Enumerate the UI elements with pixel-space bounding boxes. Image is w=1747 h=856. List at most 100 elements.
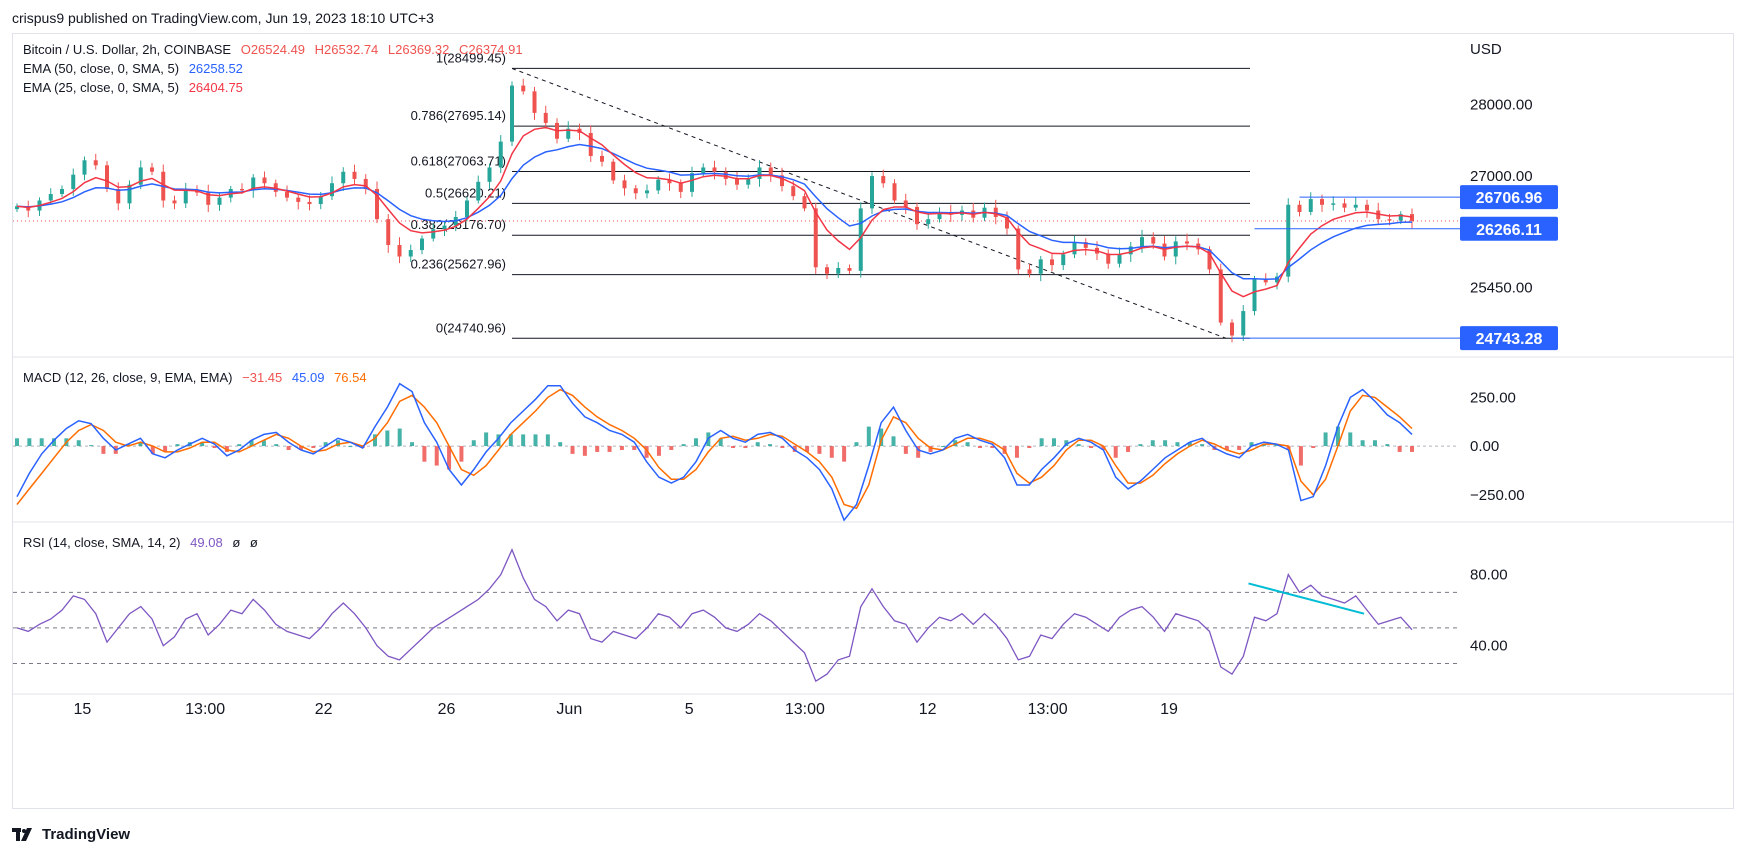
- candle-body: [1308, 199, 1313, 212]
- candle-body: [1241, 311, 1246, 336]
- low-value: L26369.32: [387, 42, 450, 57]
- candle-body: [498, 141, 503, 168]
- macd-signal-value: 76.54: [334, 370, 367, 385]
- macd-histogram-bar: [1249, 442, 1254, 447]
- macd-histogram-bar: [1014, 446, 1019, 458]
- candle-body: [836, 267, 841, 274]
- candle-body: [712, 167, 717, 172]
- macd-histogram-bar: [558, 442, 563, 447]
- macd-axis-tick: 250.00: [1470, 389, 1516, 406]
- macd-histogram-bar: [1187, 442, 1192, 447]
- time-axis-tick: 13:00: [785, 701, 825, 718]
- candle-body: [937, 211, 942, 220]
- candle-body: [1151, 237, 1156, 244]
- macd-histogram-bar: [1311, 446, 1316, 449]
- macd-histogram-bar: [385, 430, 390, 447]
- tradingview-brand: TradingView: [42, 826, 131, 843]
- candle-body: [1263, 279, 1268, 283]
- ema25-value: 26404.75: [188, 80, 243, 95]
- candle-body: [881, 176, 886, 184]
- macd-histogram-bar: [496, 434, 501, 447]
- candle-body: [150, 167, 154, 172]
- macd-histogram-bar: [607, 446, 612, 452]
- ema25-line: [16, 126, 1413, 298]
- candle-body: [1410, 214, 1414, 221]
- macd-histogram-bar: [1163, 440, 1168, 447]
- candle-body: [1286, 204, 1291, 277]
- macd-histogram-bar: [693, 438, 698, 447]
- chart-canvas[interactable]: USD 28000.00 27000.00 25450.00 1(28499.45) 0.…: [13, 34, 1734, 809]
- macd-histogram-bar: [1410, 446, 1414, 452]
- macd-histogram-bar: [212, 446, 217, 449]
- macd-histogram-bar: [916, 446, 921, 458]
- macd-histogram-bar: [854, 442, 859, 447]
- macd-histogram-bar: [582, 446, 587, 456]
- candle-body: [1106, 253, 1111, 264]
- macd-histogram-bar: [298, 446, 303, 450]
- macd-histogram-bar: [570, 446, 575, 454]
- chart-frame[interactable]: USD 28000.00 27000.00 25450.00 1(28499.45) 0.…: [12, 33, 1734, 809]
- candle-body: [802, 196, 807, 209]
- candle-body: [903, 200, 908, 207]
- macd-histogram-bar: [817, 446, 822, 454]
- candle-body: [791, 186, 796, 197]
- time-axis-tick: 26: [438, 701, 456, 718]
- candle-body: [1398, 214, 1403, 221]
- symbol-label: Bitcoin / U.S. Dollar, 2h, COINBASE: [23, 42, 232, 57]
- candle-body: [240, 188, 244, 191]
- macd-histogram-bar: [1101, 446, 1106, 450]
- time-axis-tick: 22: [315, 701, 333, 718]
- candle-body: [1016, 228, 1021, 270]
- macd-histogram-bar: [15, 438, 19, 447]
- macd-histogram-bar: [76, 440, 81, 447]
- candle-body: [307, 201, 312, 205]
- candle-body: [318, 196, 323, 205]
- candle-body: [1027, 269, 1032, 274]
- macd-line: [16, 382, 1413, 522]
- ema50-label: EMA (50, close, 0, SMA, 5): [23, 61, 180, 76]
- macd-histogram-bar: [842, 446, 847, 462]
- macd-histogram-bar: [866, 426, 871, 447]
- candle-body: [656, 179, 661, 191]
- macd-histogram-bar: [1397, 446, 1402, 452]
- macd-histogram-bar: [286, 446, 291, 450]
- macd-histogram-bar: [768, 444, 773, 447]
- ema50-value: 26258.52: [188, 61, 243, 76]
- macd-histogram-bar: [1360, 440, 1365, 447]
- macd-histogram-bar: [780, 446, 785, 449]
- rsi-axis-tick: 40.00: [1470, 638, 1508, 655]
- macd-histogram-bar: [619, 446, 624, 450]
- macd-histogram-bar: [940, 446, 945, 448]
- candle-body: [26, 206, 31, 211]
- candle-body: [397, 245, 402, 257]
- candle-body: [600, 155, 604, 162]
- candle-body: [105, 165, 109, 189]
- candle-body: [1173, 241, 1178, 257]
- tradingview-logo[interactable]: TradingView: [12, 826, 130, 843]
- candle-body: [588, 132, 593, 156]
- rsi-extra-2: ø: [249, 535, 258, 550]
- candle-body: [780, 175, 784, 187]
- candle-body: [1050, 259, 1054, 266]
- macd-histogram-bar: [1039, 438, 1044, 447]
- candle-body: [1185, 241, 1189, 244]
- macd-histogram-bar: [632, 446, 637, 450]
- macd-histogram-bar: [138, 442, 143, 447]
- macd-axis-tick: −250.00: [1470, 487, 1525, 504]
- open-value: O26524.49: [240, 42, 306, 57]
- candle-body: [487, 167, 492, 182]
- macd-histogram-bar: [126, 444, 131, 447]
- macd-histogram-bar: [200, 442, 205, 447]
- candle-body: [521, 85, 526, 92]
- candle-body: [1207, 249, 1212, 270]
- candle-body: [757, 167, 762, 179]
- macd-hist-value: −31.45: [242, 370, 283, 385]
- macd-histogram-bar: [990, 446, 995, 449]
- macd-histogram-bar: [447, 446, 452, 470]
- macd-histogram-bar: [595, 446, 600, 452]
- price-legend: Bitcoin / U.S. Dollar, 2h, COINBASE O265…: [23, 42, 529, 57]
- candle-body: [127, 184, 132, 204]
- macd-histogram-bar: [39, 438, 44, 447]
- macd-histogram-bar: [1348, 432, 1353, 447]
- macd-histogram-bar: [410, 442, 415, 447]
